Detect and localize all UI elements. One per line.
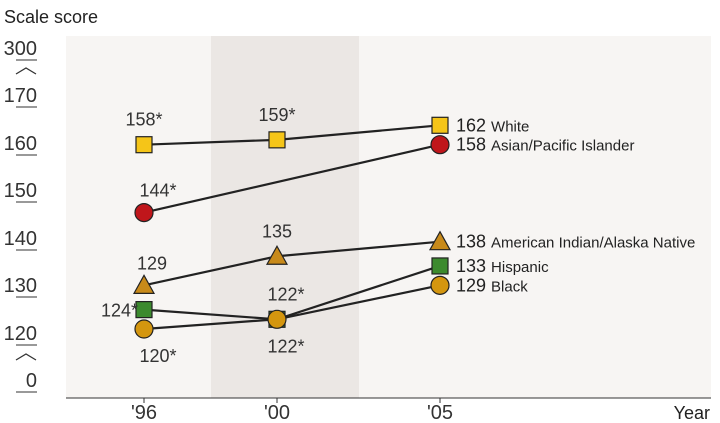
data-label: 124* (101, 301, 138, 321)
series-end-label: 158 Asian/Pacific Islander (456, 135, 634, 155)
series-end-label: 162 White (456, 115, 529, 135)
series-end-label: 133 Hispanic (456, 256, 549, 276)
series-end-label: 138 American Indian/Alaska Native (456, 232, 695, 252)
data-point (430, 275, 450, 295)
shaded-period (211, 36, 359, 398)
x-axis-title: Year (674, 403, 710, 423)
data-point (135, 136, 153, 154)
x-ticks: '96 '00 '05 (131, 398, 453, 423)
y-tick-label: 130 (4, 275, 37, 297)
data-point (132, 274, 156, 294)
data-point (134, 203, 154, 223)
y-tick-label: 170 (4, 85, 37, 107)
data-label: 158* (125, 110, 162, 130)
x-tick-label: '00 (264, 402, 290, 423)
data-point (428, 230, 452, 251)
y-tick-label: 120 (4, 323, 37, 345)
data-point (267, 309, 287, 329)
data-point (265, 245, 289, 265)
data-label: 122* (267, 284, 304, 304)
y-axis-break-top (15, 67, 37, 75)
data-point (134, 319, 154, 339)
series-line (143, 143, 441, 214)
y-tick-label: 0 (26, 370, 37, 392)
y-tick-label: 140 (4, 228, 37, 250)
data-label: 122* (267, 336, 304, 356)
series-end-label: 129 Black (456, 275, 528, 295)
data-point (268, 131, 286, 149)
data-label: 159* (258, 105, 295, 125)
data-label: 135 (262, 221, 292, 241)
series-markers (132, 116, 452, 339)
x-tick-label: '96 (131, 402, 157, 423)
data-point (135, 301, 153, 319)
data-label: 144* (139, 181, 176, 201)
data-point (431, 257, 449, 275)
data-label: 120* (139, 346, 176, 366)
plot-background (66, 36, 711, 398)
y-tick-label: 160 (4, 133, 37, 155)
y-tick-label: 150 (4, 180, 37, 202)
y-axis-break-bottom (15, 353, 37, 361)
x-tick-label: '05 (427, 402, 453, 423)
value-labels: 158* 159* 144* 129 135 124* 122* 120* 122* (101, 105, 305, 366)
y-ticks: 300 170 160 150 140 130 120 0 (4, 38, 37, 393)
data-point (430, 135, 450, 155)
data-label: 129 (137, 253, 167, 273)
y-axis-title: Scale score (4, 7, 98, 27)
y-tick-label: 300 (4, 38, 37, 60)
data-point (431, 116, 449, 134)
